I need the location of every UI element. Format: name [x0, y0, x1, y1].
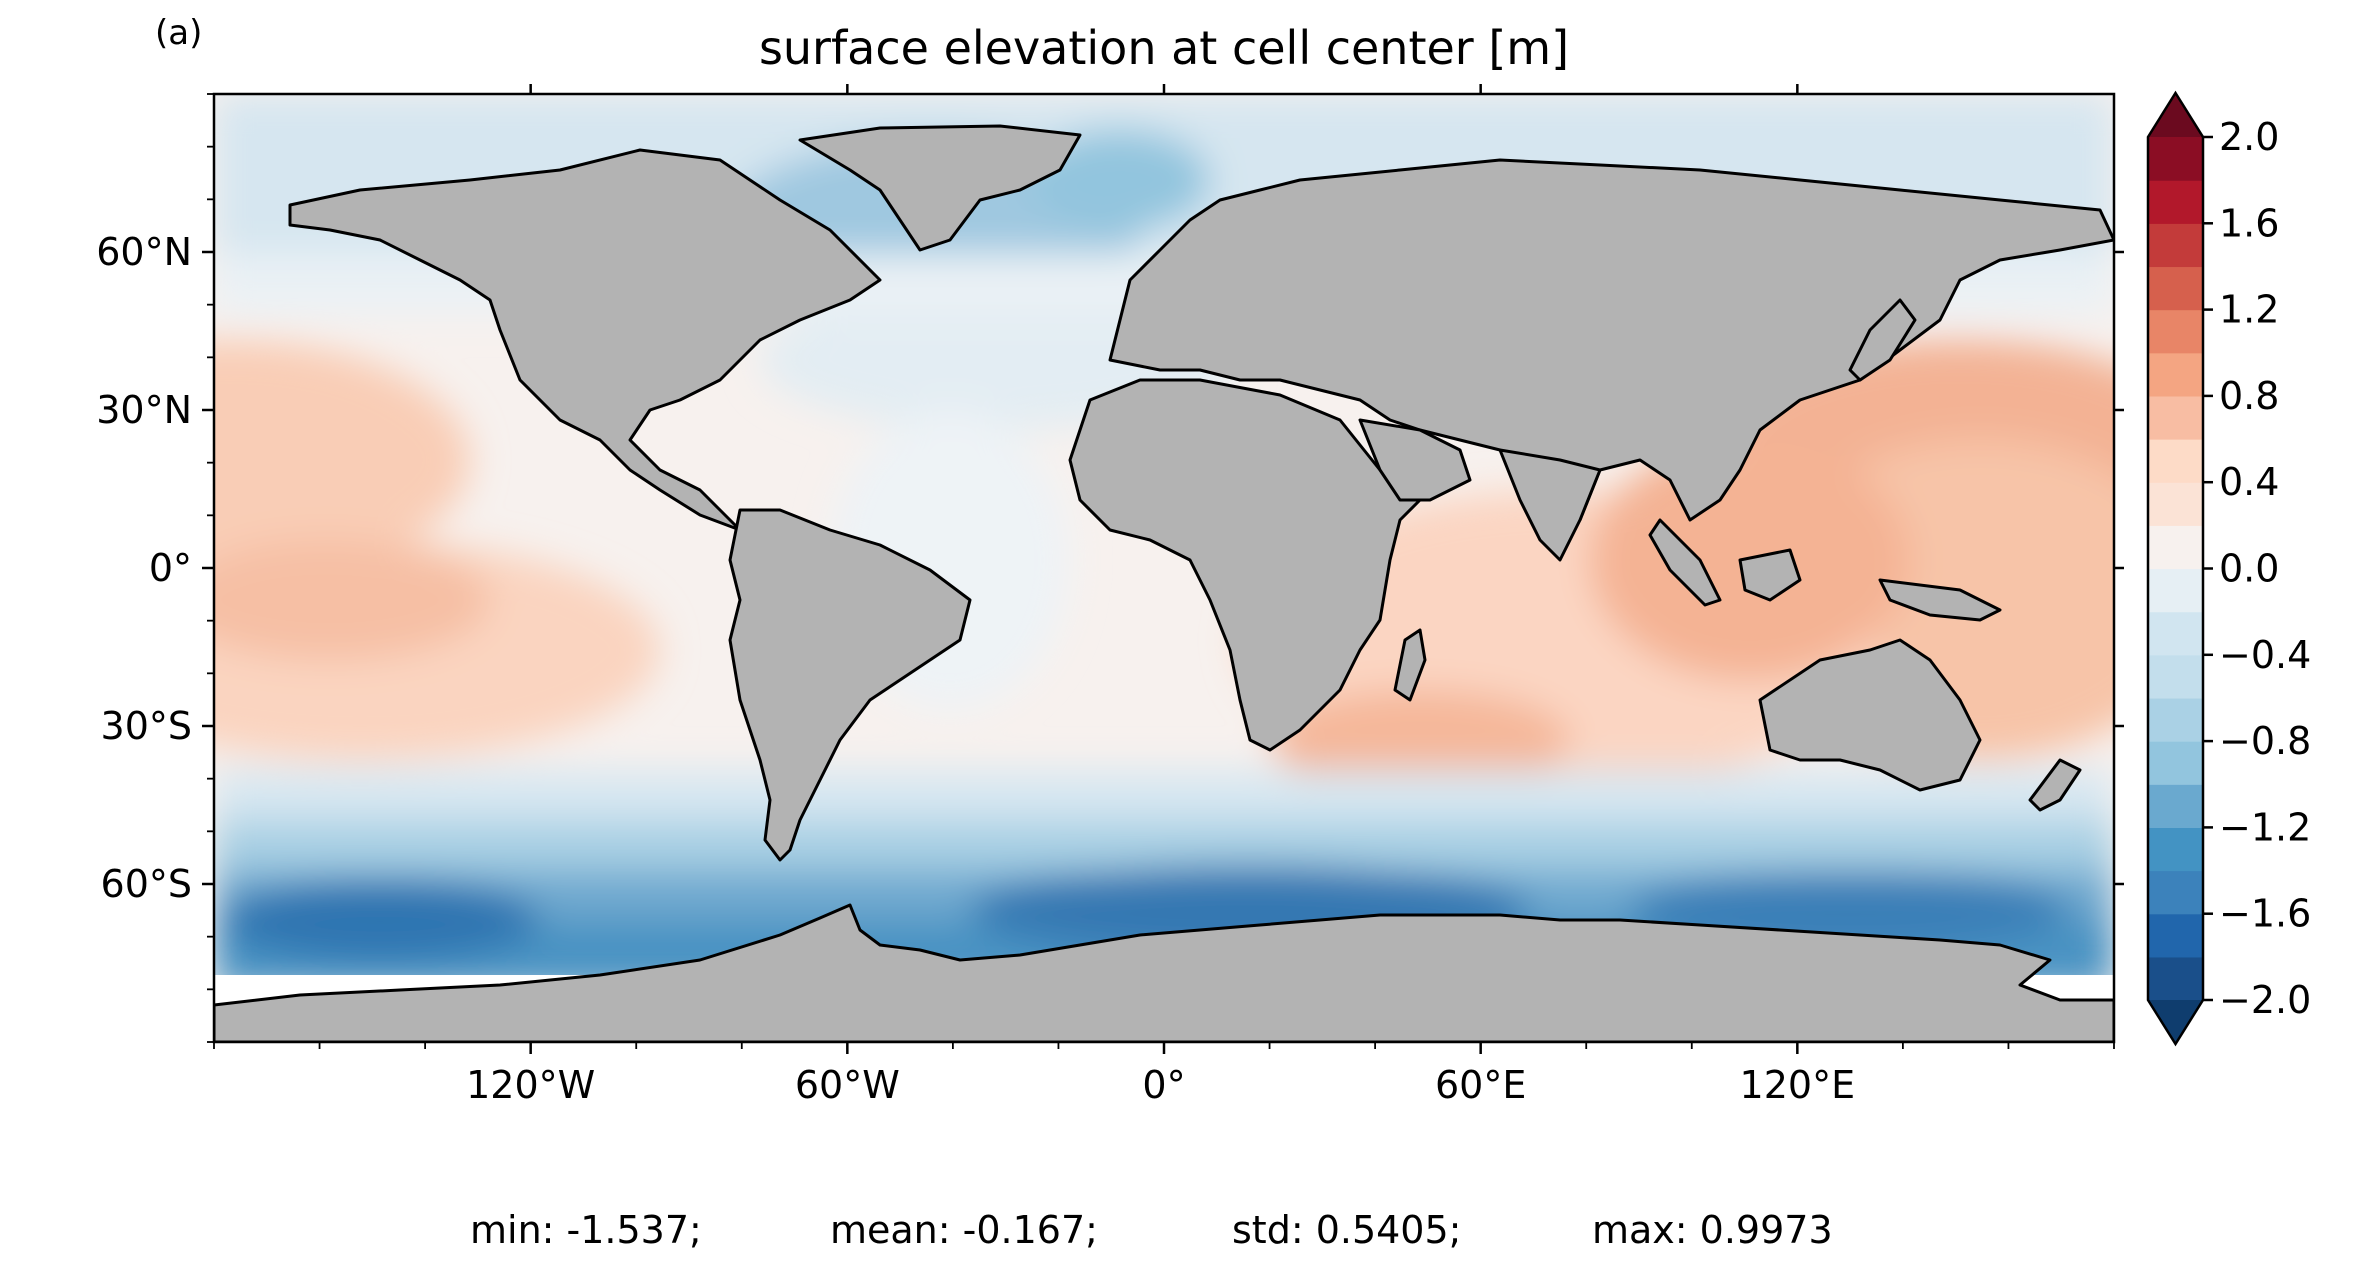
colorbar-segment: [2148, 654, 2203, 699]
antarctica: [214, 903, 2114, 1042]
longitude-axis: 120°W 60°W 0° 60°E 120°E: [213, 84, 2115, 1107]
colorbar-segment: [2148, 482, 2203, 526]
india: [1498, 448, 1602, 562]
colorbar-segment: [2148, 223, 2203, 268]
colorbar-segment: [2148, 697, 2203, 742]
colorbar-tick-label: −0.8: [2219, 719, 2311, 763]
japan: [1848, 298, 1917, 382]
colorbar-segment: [2148, 568, 2203, 613]
colorbar-tick-label: −1.2: [2219, 805, 2311, 849]
colorbar-tick-label: −1.6: [2219, 892, 2311, 936]
colorbar-segment: [2148, 956, 2203, 1001]
latitude-axis: 60°N 30°N 0° 30°S 60°S: [96, 93, 2124, 1043]
colorbar-tick-label: 0.8: [2219, 374, 2279, 418]
sumatra: [1648, 518, 1722, 607]
map-title: surface elevation at cell center [m]: [759, 21, 1569, 75]
colorbar-extend-max: [2148, 93, 2203, 137]
borneo: [1738, 548, 1802, 602]
colorbar-segment: [2148, 439, 2203, 483]
colorbar-tick-label: −2.0: [2219, 978, 2311, 1022]
colorbar: 2.0 1.6 1.2 0.8 0.4 0.0 −0.4 −0.8 −1.2 −1.6 −2.0: [2146, 90, 2311, 1047]
lon-tick-label: 0°: [1142, 1063, 1185, 1107]
colorbar-segment: [2148, 525, 2203, 570]
greenland: [798, 124, 1082, 252]
lon-tick-label: 60°W: [795, 1063, 900, 1107]
arabian-peninsula: [1358, 418, 1472, 502]
new-guinea: [1878, 578, 2002, 622]
australia: [1758, 638, 1982, 792]
colorbar-extend-min: [2148, 1000, 2203, 1044]
panel-label: (a): [155, 13, 202, 53]
lon-tick-label: 60°E: [1435, 1063, 1526, 1107]
colorbar-segment: [2148, 741, 2203, 785]
lon-tick-label: 120°E: [1740, 1063, 1856, 1107]
colorbar-segment: [2148, 870, 2203, 915]
colorbar-tick-label: 0.0: [2219, 547, 2279, 591]
colorbar-segment: [2148, 266, 2203, 311]
lat-tick-label: 30°S: [101, 704, 192, 748]
land-masses: [214, 124, 2114, 1042]
colorbar-segment: [2148, 784, 2203, 828]
north-america: [288, 148, 882, 532]
colorbar-segment: [2148, 913, 2203, 958]
sea-surface-field: [214, 94, 2114, 1042]
colorbar-segment: [2148, 827, 2203, 872]
lat-tick-label: 60°S: [101, 862, 192, 906]
colorbar-tick-label: 1.6: [2219, 201, 2279, 245]
stat-max: max: 0.9973: [1592, 1208, 1833, 1252]
lat-tick-label: 0°: [149, 546, 192, 590]
colorbar-tick-label: 1.2: [2219, 288, 2279, 332]
africa: [1068, 378, 1422, 752]
colorbar-segment: [2148, 352, 2203, 397]
map-panel: 120°W 60°W 0° 60°E 120°E 60°N 30°N 0° 30°S 60°S: [96, 84, 2124, 1107]
colorbar-segment: [2148, 611, 2203, 656]
colorbar-segment: [2148, 395, 2203, 440]
south-america: [728, 508, 972, 862]
colorbar-tick-label: 0.4: [2219, 460, 2279, 504]
colorbar-segment: [2148, 180, 2203, 224]
colorbar-segment: [2148, 309, 2203, 354]
lon-tick-label: 120°W: [466, 1063, 595, 1107]
colorbar-tick-label: 2.0: [2219, 115, 2279, 159]
stats-line: min: -1.537; mean: -0.167; std: 0.5405; …: [470, 1208, 1833, 1252]
colorbar-tick-label: −0.4: [2219, 633, 2311, 677]
new-zealand: [2028, 758, 2082, 812]
madagascar: [1393, 628, 1427, 702]
colorbar-segment: [2148, 137, 2203, 181]
stat-mean: mean: -0.167;: [830, 1208, 1098, 1252]
lat-tick-label: 30°N: [96, 388, 192, 432]
stat-std: std: 0.5405;: [1232, 1208, 1461, 1252]
stat-min: min: -1.537;: [470, 1208, 702, 1252]
lat-tick-label: 60°N: [96, 230, 192, 274]
